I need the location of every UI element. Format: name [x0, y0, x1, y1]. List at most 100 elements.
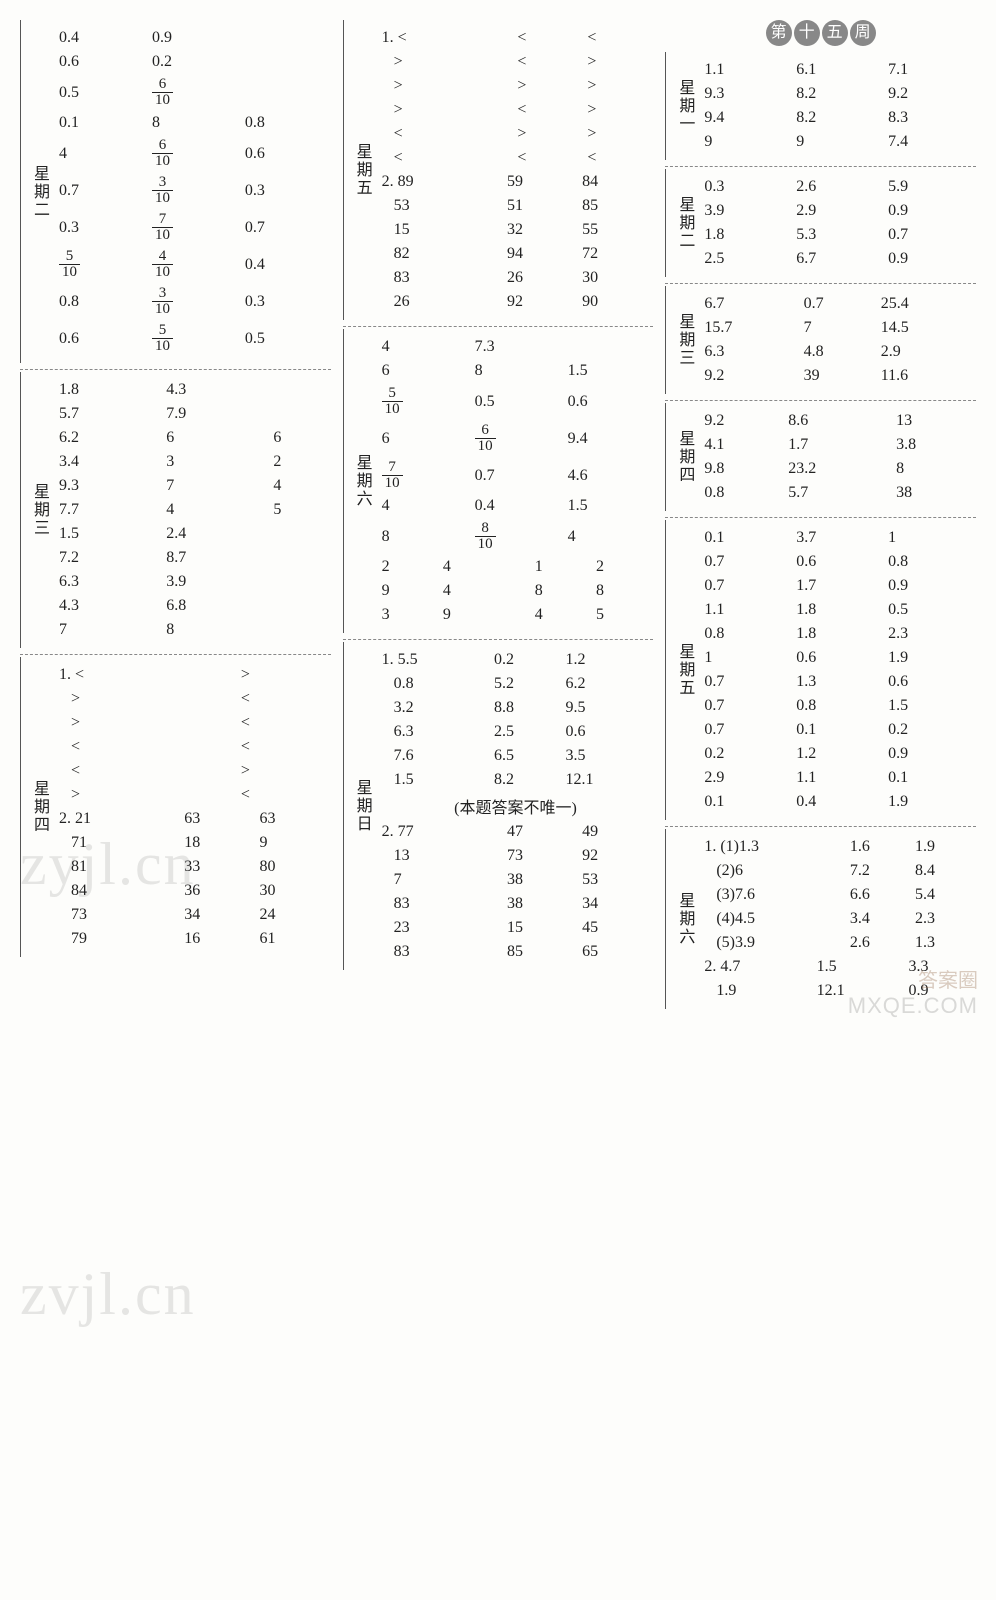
cell: 32 — [503, 218, 578, 242]
cell: 92 — [578, 844, 653, 868]
col3-wed-block: 星期三 6.70.725.415.7714.56.34.82.99.23911.… — [665, 286, 976, 394]
table-row: 0.81.82.3 — [700, 622, 976, 646]
table-row: 0.5610 — [55, 74, 331, 111]
cell: 4 — [55, 135, 148, 172]
cell: 53 — [378, 194, 503, 218]
cell: 1.9 — [884, 646, 976, 670]
cell: < — [378, 146, 514, 170]
cell: 0.4 — [241, 246, 331, 283]
table-row: 1.16.17.1 — [700, 58, 976, 82]
cell: 38 — [503, 892, 578, 916]
cell: < — [55, 735, 237, 759]
table-row: 40.41.5 — [378, 494, 654, 518]
table-row: 0.37100.7 — [55, 209, 331, 246]
cell: 0.5 — [884, 598, 976, 622]
cell: 0.1 — [792, 718, 884, 742]
cell: 6.2 — [55, 426, 162, 450]
table-row: 153255 — [378, 218, 654, 242]
cell — [241, 50, 331, 74]
cell: 6.2 — [561, 672, 653, 696]
cell: 2 — [269, 450, 330, 474]
cell: 34 — [180, 903, 255, 927]
cell: 0.9 — [148, 26, 241, 50]
cell: 4.8 — [800, 340, 877, 364]
cell: 8 — [471, 359, 564, 383]
table-row: 5.77.9 — [55, 402, 331, 426]
cell: 1.5 — [378, 768, 490, 792]
cell: 3 — [378, 603, 439, 627]
cell: 3.4 — [846, 907, 911, 931]
cell: 6.1 — [792, 58, 884, 82]
col2-sun-part2: 2. 774749 137392 73853 833834 231545 838… — [378, 820, 654, 964]
cell: 3.5 — [561, 744, 653, 768]
cell: 13 — [378, 844, 503, 868]
cell: 1.7 — [784, 433, 892, 457]
cell: 4.1 — [700, 433, 784, 457]
day-label: 星期日 — [350, 779, 378, 833]
cell: 8.7 — [162, 546, 269, 570]
cell: 83 — [378, 940, 503, 964]
cell: 0.1 — [700, 526, 792, 550]
cell: 5.2 — [490, 672, 561, 696]
cell: 710 — [148, 209, 241, 246]
cell: < — [513, 98, 583, 122]
cell: > — [513, 74, 583, 98]
cell: 23 — [378, 916, 503, 940]
cell: 7.4 — [884, 130, 976, 154]
cell: 9.4 — [700, 106, 792, 130]
cell — [564, 335, 654, 359]
cell: 2. 4.7 — [700, 955, 812, 979]
cell: 0.8 — [700, 622, 792, 646]
cell: 1 — [884, 526, 976, 550]
cell: 85 — [503, 940, 578, 964]
table-row: 0.40.9 — [55, 26, 331, 50]
cell: 0.3 — [241, 172, 331, 209]
cell: 0.7 — [700, 718, 792, 742]
column-3: 第十五周 星期一 1.16.17.19.38.29.29.48.28.3997.… — [665, 20, 976, 1013]
day-label: 星期二 — [672, 196, 700, 250]
cell: 13 — [892, 409, 976, 433]
cell: 6.3 — [700, 340, 799, 364]
col1-tue-block: 星期二 0.40.90.60.20.56100.180.846100.60.73… — [20, 20, 331, 363]
cell: 7.9 — [162, 402, 269, 426]
cell: 0.6 — [561, 720, 653, 744]
cell: < — [513, 50, 583, 74]
cell: 1.5 — [813, 955, 905, 979]
cell — [269, 522, 330, 546]
table-row: 88104 — [378, 518, 654, 555]
cell: 0.6 — [884, 670, 976, 694]
cell: 9 — [439, 603, 500, 627]
table-row: 829472 — [378, 242, 654, 266]
cell: 6.8 — [162, 594, 269, 618]
cell: 1.9 — [884, 790, 976, 814]
col1-tue-table: 0.40.90.60.20.56100.180.846100.60.73100.… — [55, 26, 331, 357]
day-label: 星期五 — [672, 643, 700, 697]
cell: 3.4 — [55, 450, 162, 474]
cell: 8 — [378, 518, 471, 555]
cell: 1.8 — [700, 223, 792, 247]
cell: 2. 21 — [55, 807, 180, 831]
cell: 15 — [503, 916, 578, 940]
day-label: 星期四 — [672, 430, 700, 484]
cell: 3.7 — [792, 526, 884, 550]
cell: 0.7 — [700, 670, 792, 694]
cell: 33 — [180, 855, 255, 879]
table-row: 535185 — [378, 194, 654, 218]
table-row: 0.85.738 — [700, 481, 976, 505]
divider — [343, 326, 654, 327]
cell: 1.7 — [792, 574, 884, 598]
col2-sat-table2: 241294883945 — [378, 555, 654, 627]
col3-thu-table: 9.28.6134.11.73.89.823.280.85.738 — [700, 409, 976, 505]
col2-sun-part1: 1. 5.50.21.2 0.85.26.2 3.28.89.5 6.32.50… — [378, 648, 654, 792]
table-row: 9.38.29.2 — [700, 82, 976, 106]
cell: 65 — [578, 940, 653, 964]
cell: 8.6 — [784, 409, 892, 433]
cell: 8 — [531, 579, 592, 603]
cell: 1.5 — [564, 359, 654, 383]
cell: 0.8 — [700, 481, 784, 505]
cell: 84 — [578, 170, 653, 194]
table-row: 4.11.73.8 — [700, 433, 976, 457]
cell: 85 — [578, 194, 653, 218]
cell: 4 — [269, 474, 330, 498]
table-row: 0.32.65.9 — [700, 175, 976, 199]
